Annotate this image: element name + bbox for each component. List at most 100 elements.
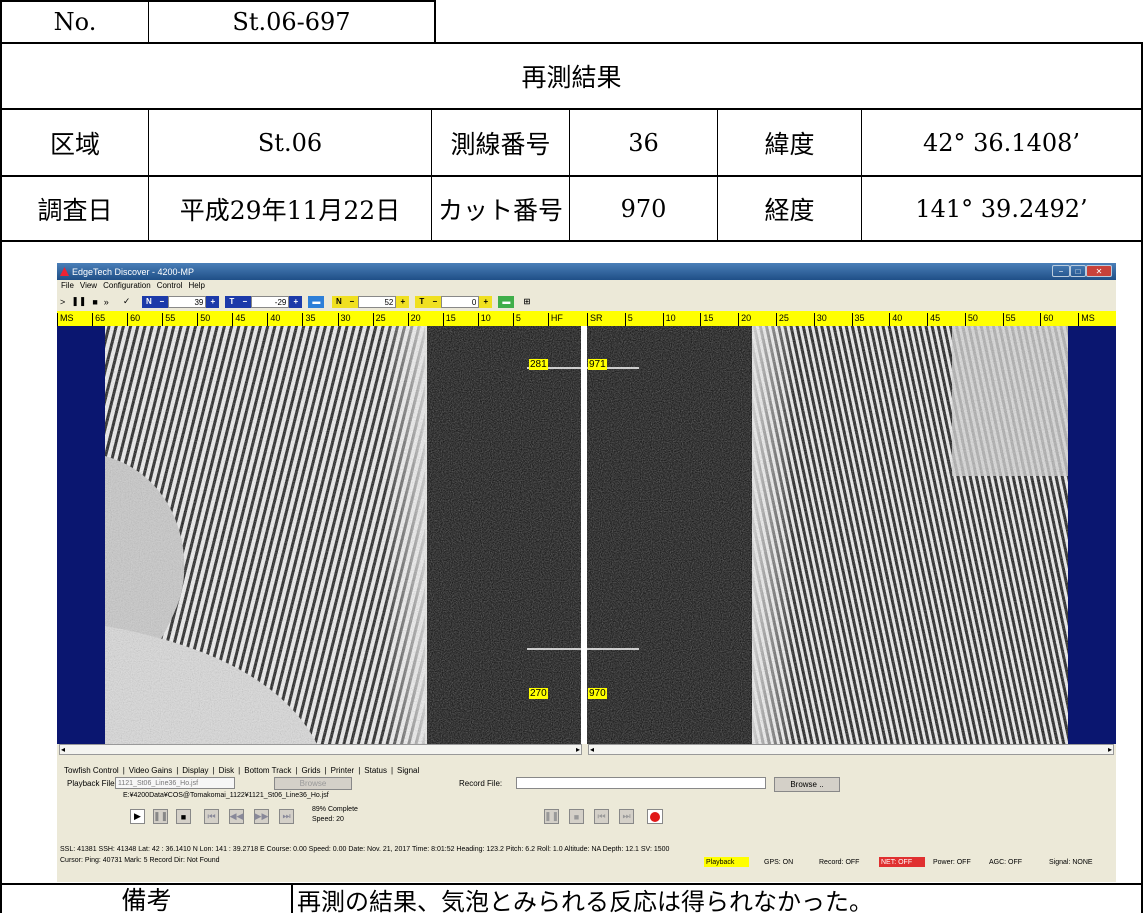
lat-label: 緯度 [764, 129, 815, 159]
no-value: St.06-697 [232, 8, 351, 36]
horizontal-scrollbar-left[interactable]: ◂ ▸ [59, 744, 582, 755]
record-button[interactable] [647, 809, 663, 824]
browse-record-button[interactable]: Browse .. [774, 777, 840, 792]
tvg-icon[interactable]: T [415, 295, 429, 308]
stop-button[interactable]: ■ [176, 809, 191, 824]
record-file-field[interactable] [516, 777, 766, 789]
maximize-button[interactable]: □ [1070, 265, 1086, 277]
menu-view[interactable]: View [79, 281, 98, 290]
status-badge-net: NET: OFF [879, 857, 925, 867]
window-title: EdgeTech Discover - 4200-MP [72, 266, 195, 277]
menu-bar: File View Configuration Control Help [57, 280, 1116, 291]
record-pause-button[interactable]: ❚❚ [544, 809, 559, 824]
scroll-left-icon[interactable]: ◂ [590, 745, 595, 754]
scale-tick-label: 30 [337, 313, 351, 326]
play-icon[interactable]: > [60, 296, 66, 307]
status-badge-agc: AGC: OFF [989, 858, 1023, 866]
menu-file[interactable]: File [61, 281, 74, 290]
tab-signal[interactable]: Signal [397, 766, 420, 775]
minus-button[interactable]: − [428, 295, 442, 308]
scroll-right-icon[interactable]: ▸ [575, 745, 580, 754]
tab-printer[interactable]: Printer [330, 766, 355, 775]
tvg-icon[interactable]: T [225, 295, 239, 308]
play-button[interactable]: ▶ [130, 809, 145, 824]
playback-path: E:¥4200Data¥COS@Tomakomai_1122¥1121_St06… [123, 792, 329, 799]
control-panel: Towfish Control | Video Gains | Display | D… [57, 756, 1116, 844]
app-logo-icon [60, 267, 69, 276]
scale-tick-label: 60 [127, 313, 140, 326]
scale-tick-label: 35 [302, 313, 315, 326]
skip-back-button[interactable]: ⏮ [204, 809, 219, 824]
check-icon[interactable]: ✓ [122, 296, 131, 306]
tab-video-gains[interactable]: Video Gains [128, 766, 173, 775]
plus-button[interactable]: + [206, 295, 220, 308]
minus-button[interactable]: − [155, 295, 169, 308]
minimize-button[interactable]: − [1052, 265, 1070, 277]
scale-tick-label: 25 [372, 313, 386, 326]
scale-tick-label: 50 [964, 313, 978, 326]
minus-button[interactable]: − [238, 295, 252, 308]
scale-tick-label: 55 [1002, 313, 1016, 326]
status-badge-power: Power: OFF [933, 858, 971, 866]
close-button[interactable]: ✕ [1086, 265, 1112, 277]
scale-tick-label: 15 [442, 313, 456, 326]
record-skip-back-button[interactable]: ⏮ [594, 809, 609, 824]
rewind-button[interactable]: ◀◀ [229, 809, 244, 824]
tab-disk[interactable]: Disk [218, 766, 235, 775]
channel-divider [583, 326, 587, 744]
record-skip-forward-button[interactable]: ⏭ [619, 809, 634, 824]
table-border [717, 108, 718, 241]
horizontal-scrollbar-right[interactable]: ◂ ▸ [588, 744, 1114, 755]
browse-button[interactable]: Browse [274, 777, 352, 790]
lon-label: 経度 [764, 195, 815, 225]
record-file-label: Record File: [459, 779, 503, 788]
scale-tick-label: 10 [477, 313, 491, 326]
image-icon[interactable]: ▬ [498, 295, 515, 308]
menu-configuration[interactable]: Configuration [103, 281, 151, 290]
playback-file-label: Playback File: [67, 779, 117, 788]
menu-help[interactable]: Help [188, 281, 205, 290]
table-border [0, 108, 1143, 110]
plus-button[interactable]: + [396, 295, 410, 308]
scale-tick-label: 55 [162, 313, 175, 326]
tab-bottom-track[interactable]: Bottom Track [244, 766, 292, 775]
scale-tick-label: 25 [775, 313, 789, 326]
record-stop-button[interactable]: ■ [569, 809, 584, 824]
tab-grids[interactable]: Grids [301, 766, 321, 775]
pause-icon[interactable]: ❚❚ [71, 296, 87, 306]
tab-towfish-control[interactable]: Towfish Control [64, 766, 119, 775]
scroll-left-icon[interactable]: ◂ [61, 745, 66, 754]
skip-forward-button[interactable]: ⏭ [279, 809, 294, 824]
table-border [569, 108, 570, 241]
gain-input-2[interactable]: -29 [251, 295, 290, 308]
grid-icon[interactable]: ⊞ [523, 297, 531, 306]
scale-tick-label: SR [587, 313, 603, 326]
fast-forward-button[interactable]: ▶▶ [254, 809, 269, 824]
sonar-starboard-channel [587, 326, 1116, 744]
plus-button[interactable]: + [479, 295, 493, 308]
scroll-right-icon[interactable]: ▸ [1107, 745, 1112, 754]
fast-forward-icon[interactable]: » [103, 296, 109, 307]
scale-tick-label: 40 [889, 313, 902, 326]
menu-control[interactable]: Control [156, 281, 183, 290]
remarks-label: 備考 [121, 886, 172, 913]
remarks-text: 再測の結果、気泡とみられる反応は得られなかった。 [297, 887, 873, 913]
plus-button[interactable]: + [289, 295, 303, 308]
normalize-icon[interactable]: N [332, 295, 346, 308]
normalize-icon[interactable]: N [142, 295, 156, 308]
tab-status[interactable]: Status [364, 766, 387, 775]
stop-icon[interactable]: ■ [92, 296, 98, 307]
gain-input-4[interactable]: 0 [441, 295, 480, 308]
tab-display[interactable]: Display [182, 766, 209, 775]
lat-value: 42° 36.1408’ [922, 128, 1081, 157]
table-border [291, 883, 293, 913]
image-icon[interactable]: ▬ [308, 295, 325, 308]
playback-file-field[interactable]: 1121_St06_Line36_Ho.jsf [115, 777, 235, 789]
record-dot-icon [650, 811, 660, 822]
gain-input-1[interactable]: 39 [168, 295, 207, 308]
pause-button[interactable]: ❚❚ [153, 809, 168, 824]
gain-input-3[interactable]: 52 [358, 295, 397, 308]
scale-tick-label: 35 [851, 313, 865, 326]
minus-button[interactable]: − [345, 295, 359, 308]
toolbar: > ❚❚ ■ » ✓ N − 39 + T − -29 + ▬ N − 52 +… [57, 292, 1116, 311]
